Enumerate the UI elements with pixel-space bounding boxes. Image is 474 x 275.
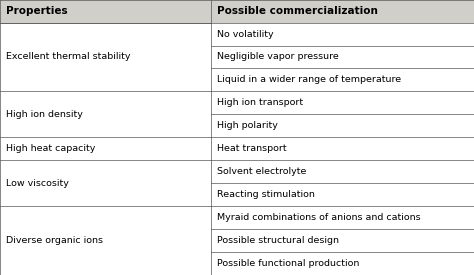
Bar (211, 45, 474, 68)
Bar (0, 91, 211, 137)
Text: Excellent thermal stability: Excellent thermal stability (6, 53, 130, 62)
Text: Heat transport: Heat transport (217, 144, 286, 153)
Bar (211, 137, 474, 160)
Text: Diverse organic ions: Diverse organic ions (6, 236, 103, 245)
Bar (211, 91, 474, 114)
Text: High polarity: High polarity (217, 121, 277, 130)
Bar (211, 252, 474, 275)
Bar (211, 114, 474, 137)
Bar (211, 160, 474, 183)
Text: Liquid in a wider range of temperature: Liquid in a wider range of temperature (217, 75, 401, 84)
Bar (211, 229, 474, 252)
Text: No volatility: No volatility (217, 29, 273, 39)
Bar (211, 23, 474, 45)
Text: Solvent electrolyte: Solvent electrolyte (217, 167, 306, 176)
Bar (0, 0, 211, 23)
Text: High heat capacity: High heat capacity (6, 144, 95, 153)
Bar (211, 183, 474, 206)
Text: Properties: Properties (6, 6, 67, 16)
Text: Possible functional production: Possible functional production (217, 259, 359, 268)
Text: Low viscosity: Low viscosity (6, 179, 69, 188)
Bar (211, 206, 474, 229)
Bar (0, 137, 211, 160)
Bar (211, 0, 474, 23)
Bar (0, 160, 211, 206)
Bar (211, 68, 474, 91)
Bar (0, 206, 211, 275)
Text: Possible structural design: Possible structural design (217, 236, 338, 245)
Text: Negligible vapor pressure: Negligible vapor pressure (217, 53, 338, 62)
Text: Possible commercialization: Possible commercialization (217, 6, 377, 16)
Text: High ion density: High ion density (6, 110, 82, 119)
Text: High ion transport: High ion transport (217, 98, 303, 107)
Bar (0, 23, 211, 91)
Text: Reacting stimulation: Reacting stimulation (217, 190, 314, 199)
Text: Myraid combinations of anions and cations: Myraid combinations of anions and cation… (217, 213, 420, 222)
